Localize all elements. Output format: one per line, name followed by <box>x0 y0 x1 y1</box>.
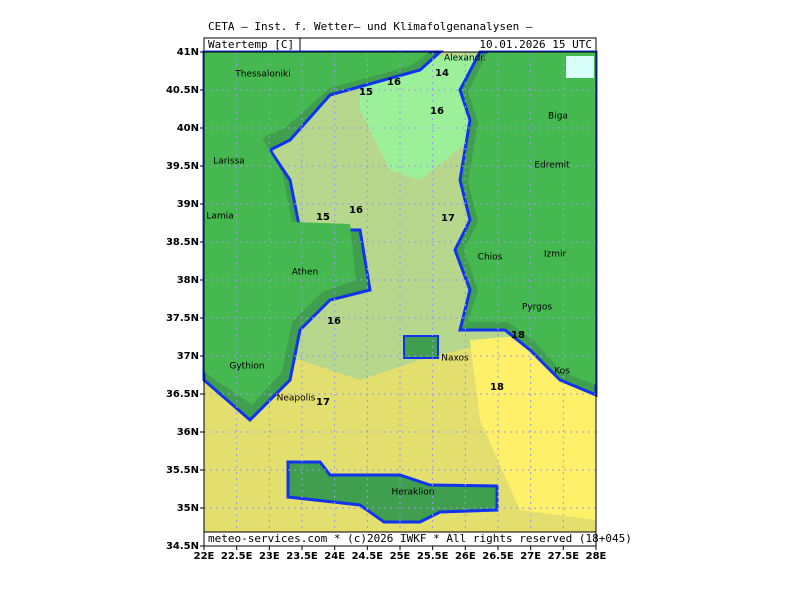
contour-label: 17 <box>316 397 330 408</box>
island <box>403 335 439 359</box>
y-tick-label: 40.5N <box>166 85 199 96</box>
place-label: Naxos <box>441 354 469 364</box>
contour-label: 16 <box>349 205 363 216</box>
place-label: Lamia <box>206 212 233 222</box>
place-label: Neapolis <box>277 394 316 404</box>
x-tick-label: 27.5E <box>548 551 580 562</box>
place-label: Alexandr. <box>444 54 486 64</box>
y-tick-label: 41N <box>177 47 199 58</box>
footer: meteo-services.com * (c)2026 IWKF * All … <box>208 532 632 545</box>
place-label: Kos <box>554 367 570 377</box>
header-title: CETA — Inst. f. Wetter— und Klimafolgena… <box>208 20 533 33</box>
place-label: Gythion <box>229 362 264 372</box>
land-greece-inner <box>204 52 430 405</box>
land-turkey-inner <box>464 52 596 385</box>
contour-label: 18 <box>490 382 504 393</box>
contour-label: 16 <box>387 77 401 88</box>
contour-label: 14 <box>435 68 449 79</box>
y-tick-label: 39N <box>177 199 199 210</box>
x-tick-label: 24.5E <box>352 551 384 562</box>
y-tick-label: 39.5N <box>166 161 199 172</box>
y-tick-label: 36.5N <box>166 389 199 400</box>
y-tick-label: 38N <box>177 275 199 286</box>
x-tick-label: 25.5E <box>417 551 449 562</box>
place-label: Chios <box>478 253 503 263</box>
y-tick-label: 37N <box>177 351 199 362</box>
contour-label: 17 <box>441 213 455 224</box>
sea-cool <box>360 55 480 180</box>
valid-time: 10.01.2026 15 UTC <box>479 38 592 51</box>
x-tick-label: 22.5E <box>221 551 253 562</box>
labels: Thessaloniki Alexandr. Biga Larissa Edremit L… <box>206 54 570 498</box>
place-label: Athen <box>292 268 318 278</box>
x-tick-label: 24E <box>324 551 345 562</box>
footer-box <box>203 531 597 547</box>
x-tick-label: 23E <box>259 551 280 562</box>
y-tick-label: 37.5N <box>166 313 199 324</box>
x-tick-label: 27E <box>520 551 541 562</box>
y-tick-label: 40N <box>177 123 199 134</box>
x-tick-label: 22E <box>194 551 215 562</box>
x-tick-label: 23.5E <box>286 551 318 562</box>
contour-label: 16 <box>327 316 341 327</box>
contour-label: 15 <box>316 212 330 223</box>
place-label: Biga <box>548 112 568 122</box>
variable-label: Watertemp [C] <box>208 38 294 51</box>
x-tick-label: 28E <box>586 551 607 562</box>
y-tick-label: 36N <box>177 427 199 438</box>
place-label: Edremit <box>534 161 570 171</box>
y-tick-label: 35.5N <box>166 465 199 476</box>
place-label: Larissa <box>213 157 245 167</box>
y-tick-label: 38.5N <box>166 237 199 248</box>
contour-label: 15 <box>359 87 373 98</box>
place-label: Pyrgos <box>522 303 553 313</box>
lake <box>566 56 594 78</box>
place-label: Izmir <box>544 250 567 260</box>
y-tick-label: 34.5N <box>166 541 199 552</box>
place-label: Heraklion <box>392 488 435 498</box>
land-crete <box>286 460 499 524</box>
place-label: Thessaloniki <box>234 70 291 80</box>
y-tick-label: 35N <box>177 503 199 514</box>
x-tick-label: 25E <box>390 551 411 562</box>
x-tick-label: 26.5E <box>482 551 514 562</box>
grid: 22E 22.5E 23E 23.5E 24E 24.5E 25E 25.5E 26E 26.5E… <box>166 47 607 562</box>
x-tick-label: 26E <box>455 551 476 562</box>
contour-label: 18 <box>511 330 525 341</box>
contour-label: 16 <box>430 106 444 117</box>
